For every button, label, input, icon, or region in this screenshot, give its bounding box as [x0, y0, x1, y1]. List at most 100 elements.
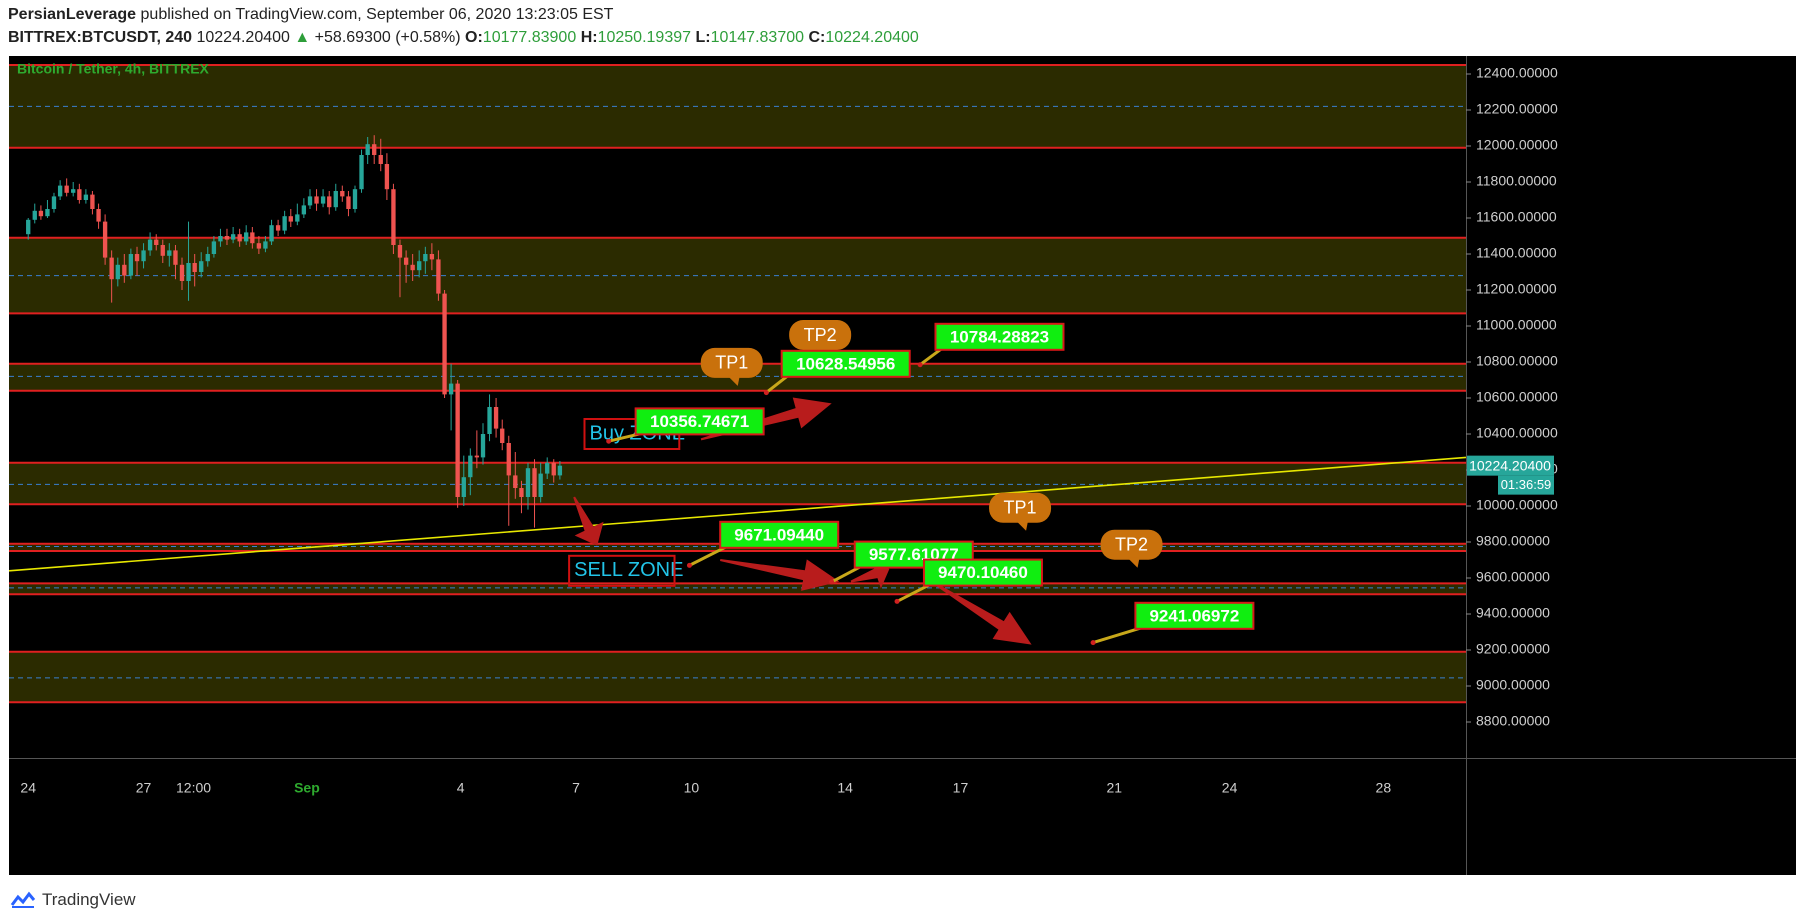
candle-body	[141, 250, 146, 262]
target-bubble-tail	[1127, 557, 1140, 568]
candle-body	[147, 239, 153, 251]
direction-arrow	[720, 559, 840, 591]
candle-body	[205, 254, 210, 262]
price-label-box	[934, 322, 1065, 351]
price-tick-label: 12400.00000	[1476, 65, 1558, 81]
candle-body	[359, 155, 364, 190]
candle-body	[244, 232, 249, 242]
price-label: 10784.28823	[917, 322, 1065, 368]
chart-area[interactable]: Buy ZONESELL ZONETP1TP2TP1TP210356.74671…	[9, 56, 1796, 875]
candle-body	[545, 462, 550, 474]
price-tick-label: 10000.00000	[1476, 497, 1558, 513]
zone-band	[9, 462, 1466, 505]
candle-body	[128, 254, 134, 276]
candle-body	[333, 191, 338, 208]
price-label-text: 10356.74671	[650, 412, 749, 431]
candle-body	[160, 245, 165, 256]
time-tick-label: 24	[1222, 780, 1238, 796]
target-bubble-shape	[1100, 529, 1163, 560]
candle-body	[410, 264, 415, 271]
target-bubble-shape	[789, 320, 852, 350]
price-tick-label: 11000.00000	[1476, 317, 1557, 333]
candle-body	[64, 185, 69, 193]
price-label-box	[780, 349, 911, 378]
candle-body	[211, 241, 217, 254]
candle-body	[480, 434, 486, 458]
candle-body	[96, 209, 101, 222]
price-tick-label: 9200.00000	[1476, 641, 1550, 657]
time-tick-label: 24	[20, 780, 36, 796]
candle-body	[500, 428, 505, 443]
candle-body	[288, 216, 293, 222]
price-tick-label: 11400.00000	[1476, 245, 1557, 261]
price-label-pointer	[688, 545, 727, 567]
low-value: 10147.83700	[710, 29, 805, 46]
price-tick-label: 12200.00000	[1476, 101, 1558, 117]
time-tick-label: 28	[1376, 780, 1392, 796]
candle-body	[179, 264, 185, 281]
plot-background	[9, 56, 1466, 758]
candle-body	[230, 234, 236, 240]
price-tick-label: 11800.00000	[1476, 173, 1557, 189]
target-bubble-shape	[989, 492, 1052, 523]
candle-body	[301, 205, 307, 215]
candle-body	[391, 189, 396, 245]
price-tick-label: 9800.00000	[1476, 533, 1550, 549]
time-tick-label: 27	[136, 780, 152, 796]
candle-body	[378, 155, 383, 164]
candle-body	[365, 144, 370, 155]
tradingview-footer[interactable]: TradingView	[10, 890, 136, 910]
candle-body	[314, 196, 319, 204]
price-label-text: 9671.09440	[734, 525, 824, 544]
price-label: 10356.74671	[606, 407, 765, 444]
price-label: 9671.09440	[686, 520, 840, 568]
target-label: TP2	[1115, 534, 1148, 554]
time-tick-label: 7	[572, 780, 580, 796]
price-label-anchor	[686, 562, 692, 568]
candle-body	[167, 250, 172, 256]
author-name[interactable]: PersianLeverage	[8, 6, 137, 23]
price-label-pointer	[919, 347, 943, 366]
candle-body	[192, 263, 197, 272]
candle-body	[250, 232, 255, 244]
candle-body	[173, 250, 178, 265]
candle-body	[186, 263, 191, 281]
countdown-tag-text: 01:36:59	[1501, 477, 1552, 492]
price-tick-label: 9600.00000	[1476, 569, 1550, 585]
price-label-pointer	[830, 565, 862, 584]
candle-body	[269, 225, 274, 242]
candle-body	[77, 189, 82, 200]
target-bubble: TP1	[989, 492, 1052, 531]
candle-body	[327, 196, 332, 208]
publish-text: published on TradingView.com, September …	[140, 6, 614, 23]
price-change: +58.69300 (+0.58%)	[314, 29, 461, 46]
candle-body	[352, 189, 358, 209]
price-tick-label: 10800.00000	[1476, 353, 1558, 369]
price-label: 9470.10460	[894, 558, 1043, 604]
price-label-pointer	[1092, 626, 1142, 645]
zone-band	[9, 65, 1466, 148]
symbol-info: BITTREX:BTCUSDT, 240 10224.20400 ▲ +58.6…	[8, 29, 919, 46]
target-bubble: TP1	[700, 347, 763, 386]
candle-body	[295, 214, 300, 222]
zone-label-text: SELL ZONE	[574, 559, 683, 581]
price-tick-label: 8800.00000	[1476, 713, 1550, 729]
candle-body	[90, 194, 95, 209]
target-label: TP1	[1004, 498, 1037, 518]
candle-body	[474, 455, 480, 458]
candle-body	[448, 383, 454, 395]
direction-arrow	[573, 496, 604, 546]
footer-brand: TradingView	[42, 890, 136, 909]
time-tick-label: Sep	[294, 780, 320, 796]
price-label-anchor	[894, 598, 900, 604]
candle-body	[455, 383, 460, 497]
target-bubble: TP2	[1100, 529, 1163, 568]
price-chart[interactable]: Buy ZONESELL ZONETP1TP2TP1TP210356.74671…	[9, 56, 1796, 875]
candle-body	[551, 462, 556, 476]
candle-body	[442, 293, 447, 395]
target-bubble-tail	[1016, 520, 1029, 531]
candle-body	[384, 164, 390, 190]
candle-body	[506, 443, 511, 476]
price-label-anchor	[1090, 640, 1096, 646]
candle-body	[557, 465, 563, 476]
